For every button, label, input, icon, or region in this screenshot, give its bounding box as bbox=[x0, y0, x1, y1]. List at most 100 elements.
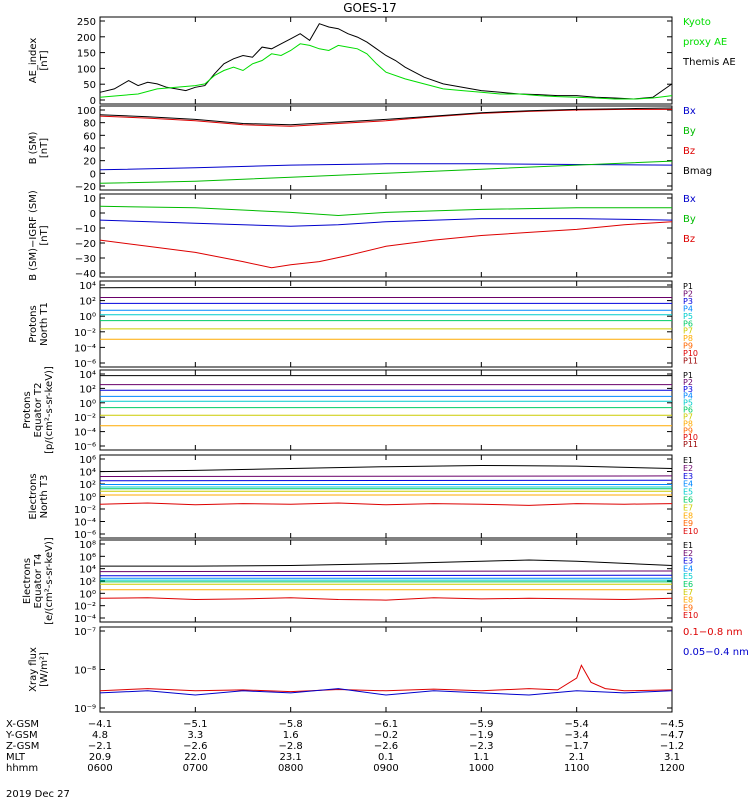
legend-entry: P9 bbox=[683, 426, 693, 435]
y-tick-label: 10⁴ bbox=[79, 370, 96, 381]
legend-entry: E5 bbox=[683, 572, 693, 581]
y-axis-label-line: [e/(cm²-s-sr-keV)] bbox=[44, 537, 55, 625]
y-tick-label: 10⁻⁴ bbox=[74, 343, 96, 354]
ephemeris-row-label: MLT bbox=[6, 752, 26, 763]
y-tick-label: 10⁰ bbox=[79, 589, 96, 600]
legend-entry: P8 bbox=[683, 334, 693, 343]
legend-entry: E7 bbox=[683, 588, 693, 597]
ephemeris-value: −4.5 bbox=[660, 719, 684, 730]
ephemeris-row-label: Y-GSM bbox=[5, 730, 38, 741]
y-axis-label-line: Equator T4 bbox=[33, 554, 44, 609]
legend-entry: P2 bbox=[683, 289, 693, 298]
y-tick-label: 10⁻⁶ bbox=[74, 530, 96, 541]
y-axis-label-line: [p/(cm²-s-sr-keV)] bbox=[44, 366, 55, 454]
ephemeris-value: 0900 bbox=[373, 763, 398, 774]
y-tick-label: 100 bbox=[77, 64, 96, 75]
ephemeris-value: −5.4 bbox=[565, 719, 589, 730]
legend-entry: P11 bbox=[683, 357, 698, 366]
legend-entry: P6 bbox=[683, 319, 693, 328]
y-axis-label-line: [nT] bbox=[39, 50, 50, 70]
ephemeris-value: −2.6 bbox=[183, 741, 207, 752]
series-Bx bbox=[99, 163, 673, 171]
panel-frame bbox=[99, 539, 673, 623]
series-0-05-0-4-nm bbox=[99, 688, 673, 696]
legend-entry: E1 bbox=[683, 456, 693, 465]
legend-entry: E2 bbox=[683, 549, 693, 558]
series-Kyoto-proxy-AE bbox=[99, 43, 673, 100]
legend-entry: P11 bbox=[683, 440, 698, 449]
ephemeris-value: 1200 bbox=[659, 763, 684, 774]
ephemeris-value: −1.9 bbox=[469, 730, 493, 741]
ephemeris-value: −5.1 bbox=[183, 719, 207, 730]
y-tick-label: 10⁻⁴ bbox=[74, 428, 96, 439]
y-axis-label-line: [W/m²] bbox=[39, 652, 50, 687]
panel-frame bbox=[99, 193, 673, 278]
panel-frame bbox=[99, 369, 673, 451]
series-Bz bbox=[99, 221, 673, 269]
ephemeris-value: 1.1 bbox=[473, 752, 489, 763]
y-axis-label-line: Protons bbox=[22, 391, 33, 428]
y-tick-label: 100 bbox=[77, 106, 96, 117]
legend-entry: E6 bbox=[683, 496, 693, 505]
ephemeris-value: −1.2 bbox=[660, 741, 684, 752]
legend-entry: P3 bbox=[683, 297, 693, 306]
ephemeris-value: −4.1 bbox=[88, 719, 112, 730]
y-axis-label-line: Electrons bbox=[22, 558, 33, 604]
y-tick-label: 10⁰ bbox=[79, 493, 96, 504]
y-tick-label: 10⁰ bbox=[79, 312, 96, 323]
y-tick-label: 20 bbox=[83, 157, 96, 168]
legend-entry: E1 bbox=[683, 541, 693, 550]
ephemeris-value: 3.1 bbox=[664, 752, 680, 763]
y-axis-label-line: North T3 bbox=[39, 475, 50, 519]
series-By bbox=[99, 160, 673, 184]
y-tick-label: 10² bbox=[79, 384, 96, 395]
y-tick-label: 10² bbox=[79, 480, 96, 491]
series-E10 bbox=[99, 597, 673, 601]
legend-entry: By bbox=[683, 214, 696, 225]
y-tick-label: 0 bbox=[90, 96, 96, 107]
y-tick-label: 10⁻⁶ bbox=[74, 359, 96, 370]
series-Bx bbox=[99, 218, 673, 227]
y-tick-label: 10⁻⁶ bbox=[74, 442, 96, 453]
legend-entry: P9 bbox=[683, 342, 693, 351]
legend-entry: E8 bbox=[683, 596, 693, 605]
y-tick-label: 10² bbox=[79, 577, 96, 588]
legend-entry: 0.1−0.8 nm bbox=[683, 627, 742, 638]
ephemeris-value: 23.1 bbox=[280, 752, 302, 763]
y-tick-label: 250 bbox=[77, 17, 96, 28]
date-label: 2019 Dec 27 bbox=[6, 789, 70, 800]
legend-entry: P6 bbox=[683, 406, 693, 415]
y-tick-label: 0 bbox=[90, 169, 96, 180]
ephemeris-value: −5.8 bbox=[279, 719, 303, 730]
y-tick-label: 10⁻⁹ bbox=[74, 704, 96, 715]
y-axis-label: B (SM) [nT] bbox=[28, 131, 50, 164]
ephemeris-value: −2.3 bbox=[469, 741, 493, 752]
legend-entry: P1 bbox=[683, 282, 693, 291]
y-tick-label: 40 bbox=[83, 144, 96, 155]
y-axis-label: Electrons North T3 bbox=[28, 473, 50, 519]
ephemeris-value: 0600 bbox=[87, 763, 112, 774]
series-0-1-0-8-nm bbox=[99, 664, 673, 693]
y-tick-label: 0 bbox=[90, 209, 96, 220]
legend-entry: Bx bbox=[683, 194, 696, 205]
legend-entry: P1 bbox=[683, 371, 693, 380]
legend-entry: P4 bbox=[683, 392, 693, 401]
ephemeris-value: −2.8 bbox=[279, 741, 303, 752]
ephemeris-value: −6.1 bbox=[374, 719, 398, 730]
series-By bbox=[99, 205, 672, 217]
y-tick-label: −40 bbox=[75, 269, 96, 280]
legend-entry: P3 bbox=[683, 385, 693, 394]
legend-entry: E10 bbox=[683, 611, 698, 620]
ephemeris-table: X-GSM −4.1 −5.1 −5.8 −6.1 −5.9 −5.4 −4.5 Y-GSM 4.… bbox=[5, 719, 685, 774]
panel-frame bbox=[99, 454, 673, 539]
legend-entry: By bbox=[683, 126, 696, 137]
series-E3 bbox=[99, 479, 673, 482]
legend-entry: P10 bbox=[683, 349, 698, 358]
y-tick-label: 10⁴ bbox=[79, 565, 96, 576]
y-axis-label: Protons North T1 bbox=[28, 302, 50, 346]
y-tick-label: 10⁰ bbox=[79, 399, 96, 410]
